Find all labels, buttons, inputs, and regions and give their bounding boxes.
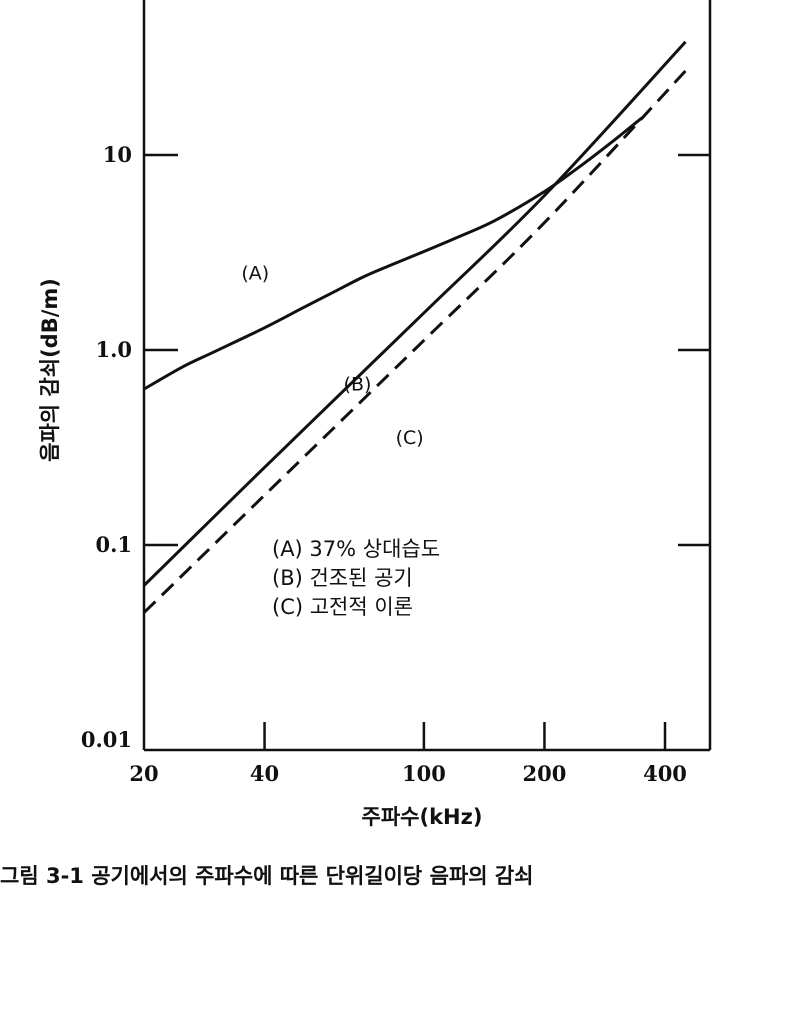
legend-item-c: (C) 고전적 이론 — [272, 595, 413, 619]
series-layer — [144, 40, 687, 614]
legend-item-a: (A) 37% 상대습도 — [272, 537, 440, 561]
axis-ticks — [144, 153, 710, 750]
figure-caption: 그림 3-1 공기에서의 주파수에 따른 단위길이당 음파의 감쇠 — [0, 864, 533, 888]
tick-labels: 0.01 0.1 1.0 10 20 40 100 200 400 — [81, 142, 687, 786]
legend-item-b: (B) 건조된 공기 — [272, 566, 413, 590]
x-axis-title: 주파수(kHz) — [362, 805, 483, 829]
y-tick-label-3: 10 — [103, 142, 132, 167]
series-line-a — [144, 116, 643, 391]
y-tick-label-0: 0.01 — [81, 727, 132, 752]
series-line-c — [144, 69, 687, 614]
series-a-label: (A) — [241, 262, 269, 284]
x-tick-label-4: 400 — [643, 761, 687, 786]
x-tick-label-3: 200 — [523, 761, 567, 786]
series-c-label: (C) — [396, 427, 424, 449]
y-tick-label-2: 1.0 — [95, 337, 132, 362]
x-tick-label-2: 100 — [402, 761, 446, 786]
x-tick-label-0: 20 — [129, 761, 158, 786]
x-tick-label-1: 40 — [250, 761, 279, 786]
series-line-b — [144, 40, 687, 587]
legend: (A) 37% 상대습도 (B) 건조된 공기 (C) 고전적 이론 — [272, 537, 440, 619]
y-axis-title: 음파의 감쇠(dB/m) — [38, 278, 62, 462]
series-b-label: (B) — [344, 373, 372, 395]
y-tick-label-1: 0.1 — [95, 532, 132, 557]
